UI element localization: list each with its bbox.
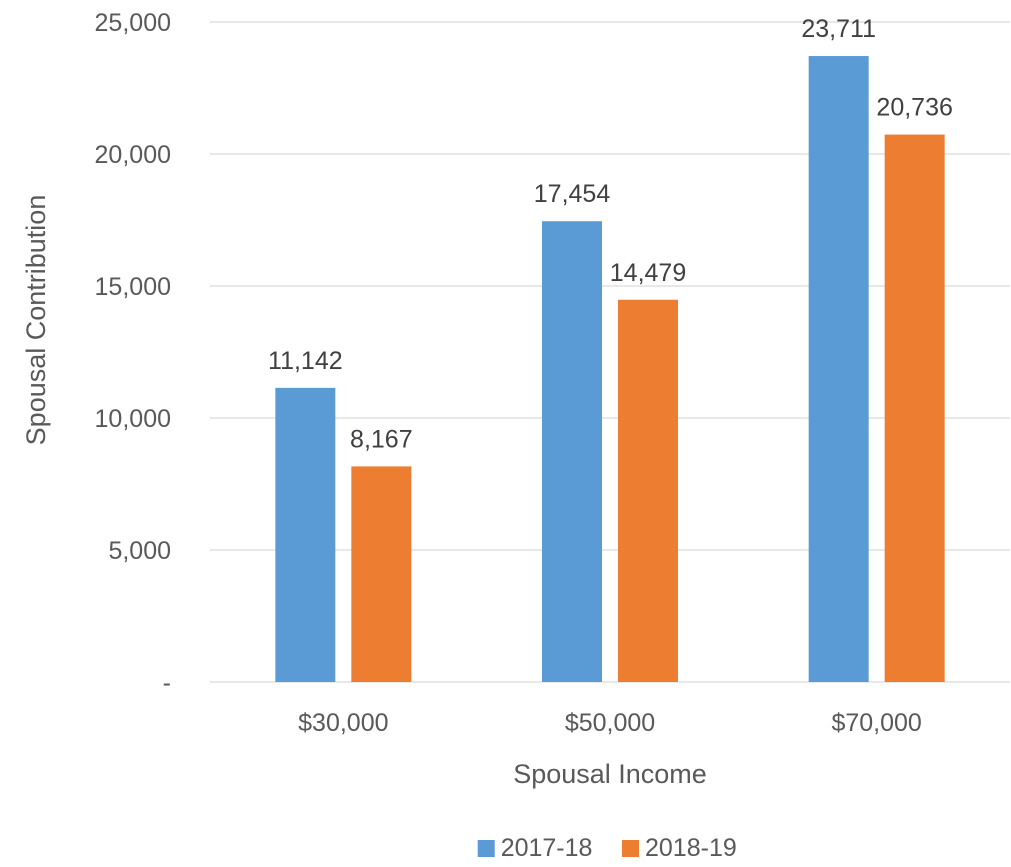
y-axis-title: Spousal Contribution [21,195,51,446]
data-label: 11,142 [268,347,343,375]
y-tick-label: - [163,669,171,697]
y-tick-label: 15,000 [95,273,171,301]
x-tick-label: $50,000 [565,709,655,737]
bar [542,221,602,682]
data-label: 14,479 [610,259,686,287]
data-label: 17,454 [534,180,611,208]
x-axis-title: Spousal Income [513,759,707,789]
legend-swatch [622,840,639,857]
y-tick-label: 20,000 [95,141,171,169]
legend-label: 2018-19 [645,834,737,862]
bars [275,56,945,683]
data-label: 23,711 [801,15,876,43]
y-axis-ticks: - 5,000 10,000 15,000 20,000 25,000 [95,9,171,697]
bar [618,299,678,682]
bar [884,134,945,683]
gridlines [210,21,1010,683]
x-tick-label: $30,000 [298,709,388,737]
data-label: 20,736 [876,94,952,122]
x-axis-ticks: $30,000 $50,000 $70,000 [298,709,922,737]
legend-swatch [477,840,495,857]
bar [351,466,412,682]
data-labels: 11,142 8,167 17,454 14,479 23,711 20,736 [268,15,953,453]
legend: 2017-18 2018-19 [477,834,737,862]
y-tick-label: 25,000 [95,9,171,37]
y-tick-label: 10,000 [95,405,171,433]
bar [808,56,869,682]
legend-label: 2017-18 [501,834,593,862]
x-tick-label: $70,000 [831,709,921,737]
bar [275,387,336,682]
y-tick-label: 5,000 [108,537,171,565]
data-label: 8,167 [350,425,413,453]
